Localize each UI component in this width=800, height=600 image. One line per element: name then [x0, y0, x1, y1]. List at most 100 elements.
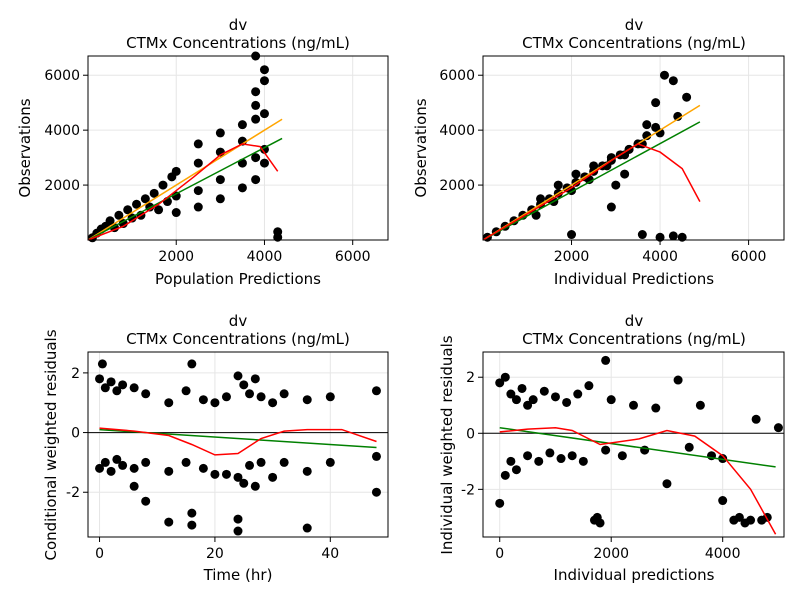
data-point — [129, 481, 139, 491]
data-point — [539, 386, 549, 396]
data-point — [259, 109, 269, 119]
y-tick-label: -2 — [66, 485, 80, 501]
panel-title: dv — [229, 16, 248, 34]
data-point — [193, 139, 203, 149]
data-point — [506, 456, 516, 466]
y-axis-label: Observations — [412, 98, 430, 197]
data-point — [651, 98, 661, 108]
data-point — [171, 166, 181, 176]
data-point — [500, 470, 510, 480]
data-point — [239, 478, 249, 488]
data-point — [773, 423, 783, 433]
data-point — [118, 380, 128, 390]
data-point — [500, 372, 510, 382]
data-point — [251, 114, 261, 124]
data-point — [584, 381, 594, 391]
data-point — [215, 194, 225, 204]
data-point — [112, 454, 122, 464]
data-point — [140, 194, 150, 204]
data-point — [187, 508, 197, 518]
data-point — [129, 463, 139, 473]
data-point — [567, 230, 577, 240]
data-point — [164, 466, 174, 476]
fit-lines — [88, 427, 388, 456]
panel-title: dv — [625, 16, 644, 34]
data-point — [215, 175, 225, 185]
data-point — [256, 457, 266, 467]
grid — [483, 56, 784, 240]
data-point — [237, 136, 247, 146]
data-point — [642, 120, 652, 130]
panel-obs-vs-pred: dv CTMx Concentrations (ng/mL) 2000 4000 6… — [16, 16, 389, 288]
plot-frame — [87, 55, 389, 241]
x-tick-label: 40 — [321, 546, 339, 562]
data-point — [302, 523, 312, 533]
y-axis-label: Individual weighted residuals — [438, 335, 456, 554]
x-axis-label: Individual Predictions — [554, 270, 714, 288]
data-point — [193, 202, 203, 212]
axis-ticks: 2000 4000 6000 2000 4000 6000 — [439, 68, 766, 265]
data-point — [325, 457, 335, 467]
data-point — [528, 395, 538, 405]
data-point — [556, 454, 566, 464]
data-point — [534, 456, 544, 466]
data-point — [221, 469, 231, 479]
data-point — [506, 389, 516, 399]
panel-subtitle: CTMx Concentrations (ng/mL) — [126, 34, 350, 52]
panel-subtitle: CTMx Concentrations (ng/mL) — [522, 330, 746, 348]
y-tick-label: 2000 — [439, 178, 475, 194]
data-point — [659, 70, 669, 80]
x-tick-label: 4000 — [705, 546, 741, 562]
y-tick-label: 0 — [466, 426, 475, 442]
axis-ticks: 2000 4000 6000 2000 4000 6000 — [44, 68, 370, 265]
y-tick-label: 6000 — [439, 68, 475, 84]
y-axis-label: Conditional weighted residuals — [42, 329, 60, 560]
data-point — [567, 451, 577, 461]
data-point — [171, 191, 181, 201]
data-point — [617, 451, 627, 461]
data-point — [251, 175, 261, 185]
data-point — [154, 205, 164, 215]
plot-frame — [87, 351, 389, 538]
data-point — [746, 515, 756, 525]
data-point — [198, 395, 208, 405]
data-point — [198, 463, 208, 473]
data-point — [141, 389, 151, 399]
panel-title: dv — [229, 312, 248, 330]
data-point — [233, 514, 243, 524]
data-point — [695, 400, 705, 410]
data-point — [259, 76, 269, 86]
y-axis-label: Observations — [16, 98, 34, 197]
plot-frame — [482, 351, 785, 538]
data-point — [233, 472, 243, 482]
data-point — [642, 131, 652, 141]
data-point — [187, 520, 197, 530]
axis-ticks: 0 20 40 -2 0 2 — [66, 366, 339, 562]
data-point — [239, 380, 249, 390]
data-point — [251, 87, 261, 97]
data-point — [571, 169, 581, 179]
data-point — [149, 188, 159, 198]
identity-line — [87, 118, 283, 241]
loess-line — [87, 143, 279, 241]
data-point — [237, 120, 247, 130]
data-point — [245, 389, 255, 399]
data-point — [100, 383, 110, 393]
linear-fit-line — [482, 121, 701, 241]
data-point — [187, 359, 197, 369]
data-point — [302, 395, 312, 405]
data-point — [673, 375, 683, 385]
data-point — [536, 194, 546, 204]
data-point — [371, 487, 381, 497]
data-point — [279, 389, 289, 399]
data-point — [129, 383, 139, 393]
linear-fit-line — [499, 426, 776, 468]
data-point — [495, 378, 505, 388]
data-point — [562, 397, 572, 407]
data-point — [302, 466, 312, 476]
data-point — [606, 395, 616, 405]
data-point — [578, 456, 588, 466]
data-point — [221, 392, 231, 402]
data-point — [97, 359, 107, 369]
data-point — [268, 398, 278, 408]
